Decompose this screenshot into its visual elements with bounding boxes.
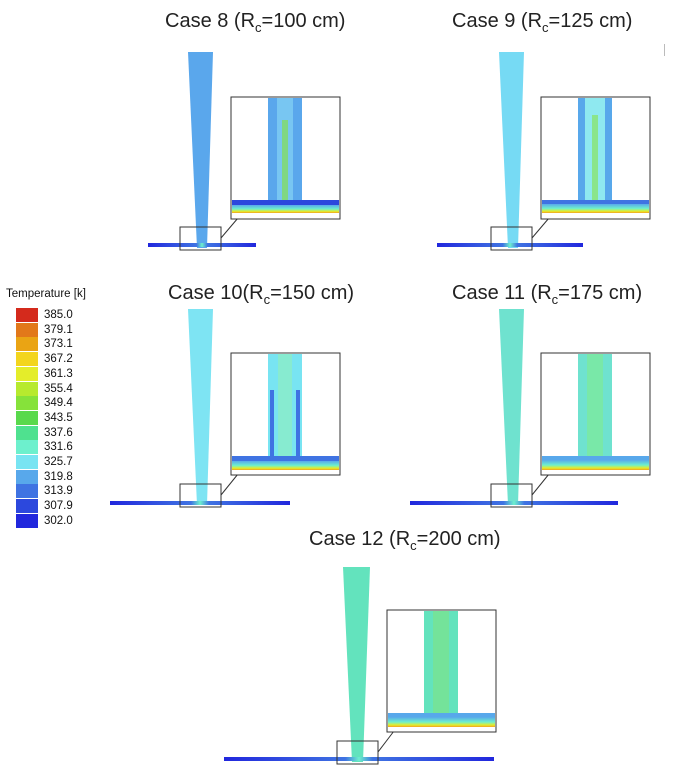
legend-entry: 325.7 [16, 455, 146, 469]
case-8-detail-box [179, 226, 222, 251]
case-12-contour [224, 567, 497, 765]
legend-value: 307.9 [44, 500, 73, 513]
case-9-contour [437, 52, 651, 251]
legend-entry: 373.1 [16, 337, 146, 352]
legend-swatch [16, 337, 38, 352]
legend-swatch [16, 322, 38, 337]
legend-swatch [16, 469, 38, 484]
legend-swatch [16, 366, 38, 381]
case-11-title: Case 11 (Rc=175 cm) [452, 282, 643, 307]
case-11-jet [499, 309, 524, 505]
legend-swatch [16, 381, 38, 396]
legend-entry: 302.0 [16, 513, 146, 528]
legend-title: Temperature [k] [6, 288, 86, 300]
legend-entry: 319.8 [16, 469, 146, 484]
case-8-inset [230, 96, 341, 220]
case-9-jet [499, 52, 524, 248]
legend-swatch [16, 396, 38, 411]
legend-entry: 361.3 [16, 366, 146, 381]
case-9-leader [531, 217, 550, 239]
case-12-jet [343, 567, 370, 762]
legend-value: 349.4 [44, 397, 73, 410]
legend-entry: 331.6 [16, 440, 146, 455]
legend-value: 302.0 [44, 514, 73, 527]
case-12-inset [386, 609, 497, 733]
legend-entry: 313.9 [16, 484, 146, 499]
temperature-legend: Temperature [k] 385.0 379.1 373.1 367.2 361.… [6, 288, 146, 528]
edge-mark [664, 44, 665, 56]
legend-swatch [16, 484, 38, 499]
case-9-title: Case 9 (Rc=125 cm) [452, 10, 633, 35]
case-8-title: Case 8 (Rc=100 cm) [165, 10, 346, 35]
legend-value: 385.0 [44, 309, 73, 321]
legend-value: 355.4 [44, 382, 73, 395]
legend-value: 379.1 [44, 323, 73, 336]
case-8-contour [148, 52, 341, 251]
legend-value: 337.6 [44, 426, 73, 439]
case-10-leader [220, 473, 239, 496]
legend-entry: 307.9 [16, 499, 146, 514]
case-12-leader [377, 730, 395, 753]
case-12-detail-box [336, 740, 379, 765]
case-8-jet [188, 52, 213, 248]
legend-swatch [16, 352, 38, 367]
case-11-contour [410, 309, 651, 508]
case-9-inset [540, 96, 651, 220]
legend-value: 367.2 [44, 353, 73, 366]
legend-value: 319.8 [44, 470, 73, 483]
legend-entry: 343.5 [16, 410, 146, 425]
legend-swatch [16, 455, 38, 469]
case-11-inset [540, 352, 651, 476]
legend-value: 331.6 [44, 441, 73, 454]
case-10-detail-box [179, 483, 222, 508]
legend-swatch [16, 513, 38, 528]
case-10-baseline [110, 501, 290, 505]
case-11-baseline [410, 501, 618, 505]
case-11-leader [531, 473, 550, 496]
case-9-baseline [437, 243, 583, 247]
case-11-detail-box [490, 483, 533, 508]
legend-value: 373.1 [44, 338, 73, 351]
legend-entry: 349.4 [16, 396, 146, 411]
case-10-contour [110, 309, 341, 508]
case-8-leader [220, 217, 239, 239]
legend-value: 361.3 [44, 367, 73, 380]
legend-value: 325.7 [44, 456, 73, 468]
case-12-baseline [224, 757, 494, 761]
legend-value: 313.9 [44, 485, 73, 498]
legend-entry: 367.2 [16, 352, 146, 367]
case-8-baseline [148, 243, 256, 247]
legend-value: 343.5 [44, 411, 73, 424]
case-10-jet [188, 309, 213, 505]
legend-entry: 385.0 [16, 308, 146, 322]
case-12-title: Case 12 (Rc=200 cm) [309, 528, 501, 553]
legend-swatch [16, 499, 38, 514]
legend-swatch [16, 308, 38, 322]
legend-swatch [16, 410, 38, 425]
legend-entry: 379.1 [16, 322, 146, 337]
legend-entry: 355.4 [16, 381, 146, 396]
case-10-title: Case 10(Rc=150 cm) [168, 282, 355, 307]
case-9-detail-box [490, 226, 533, 251]
case-10-inset [230, 352, 341, 476]
legend-swatch [16, 440, 38, 455]
legend-entry: 337.6 [16, 425, 146, 440]
legend-swatch [16, 425, 38, 440]
